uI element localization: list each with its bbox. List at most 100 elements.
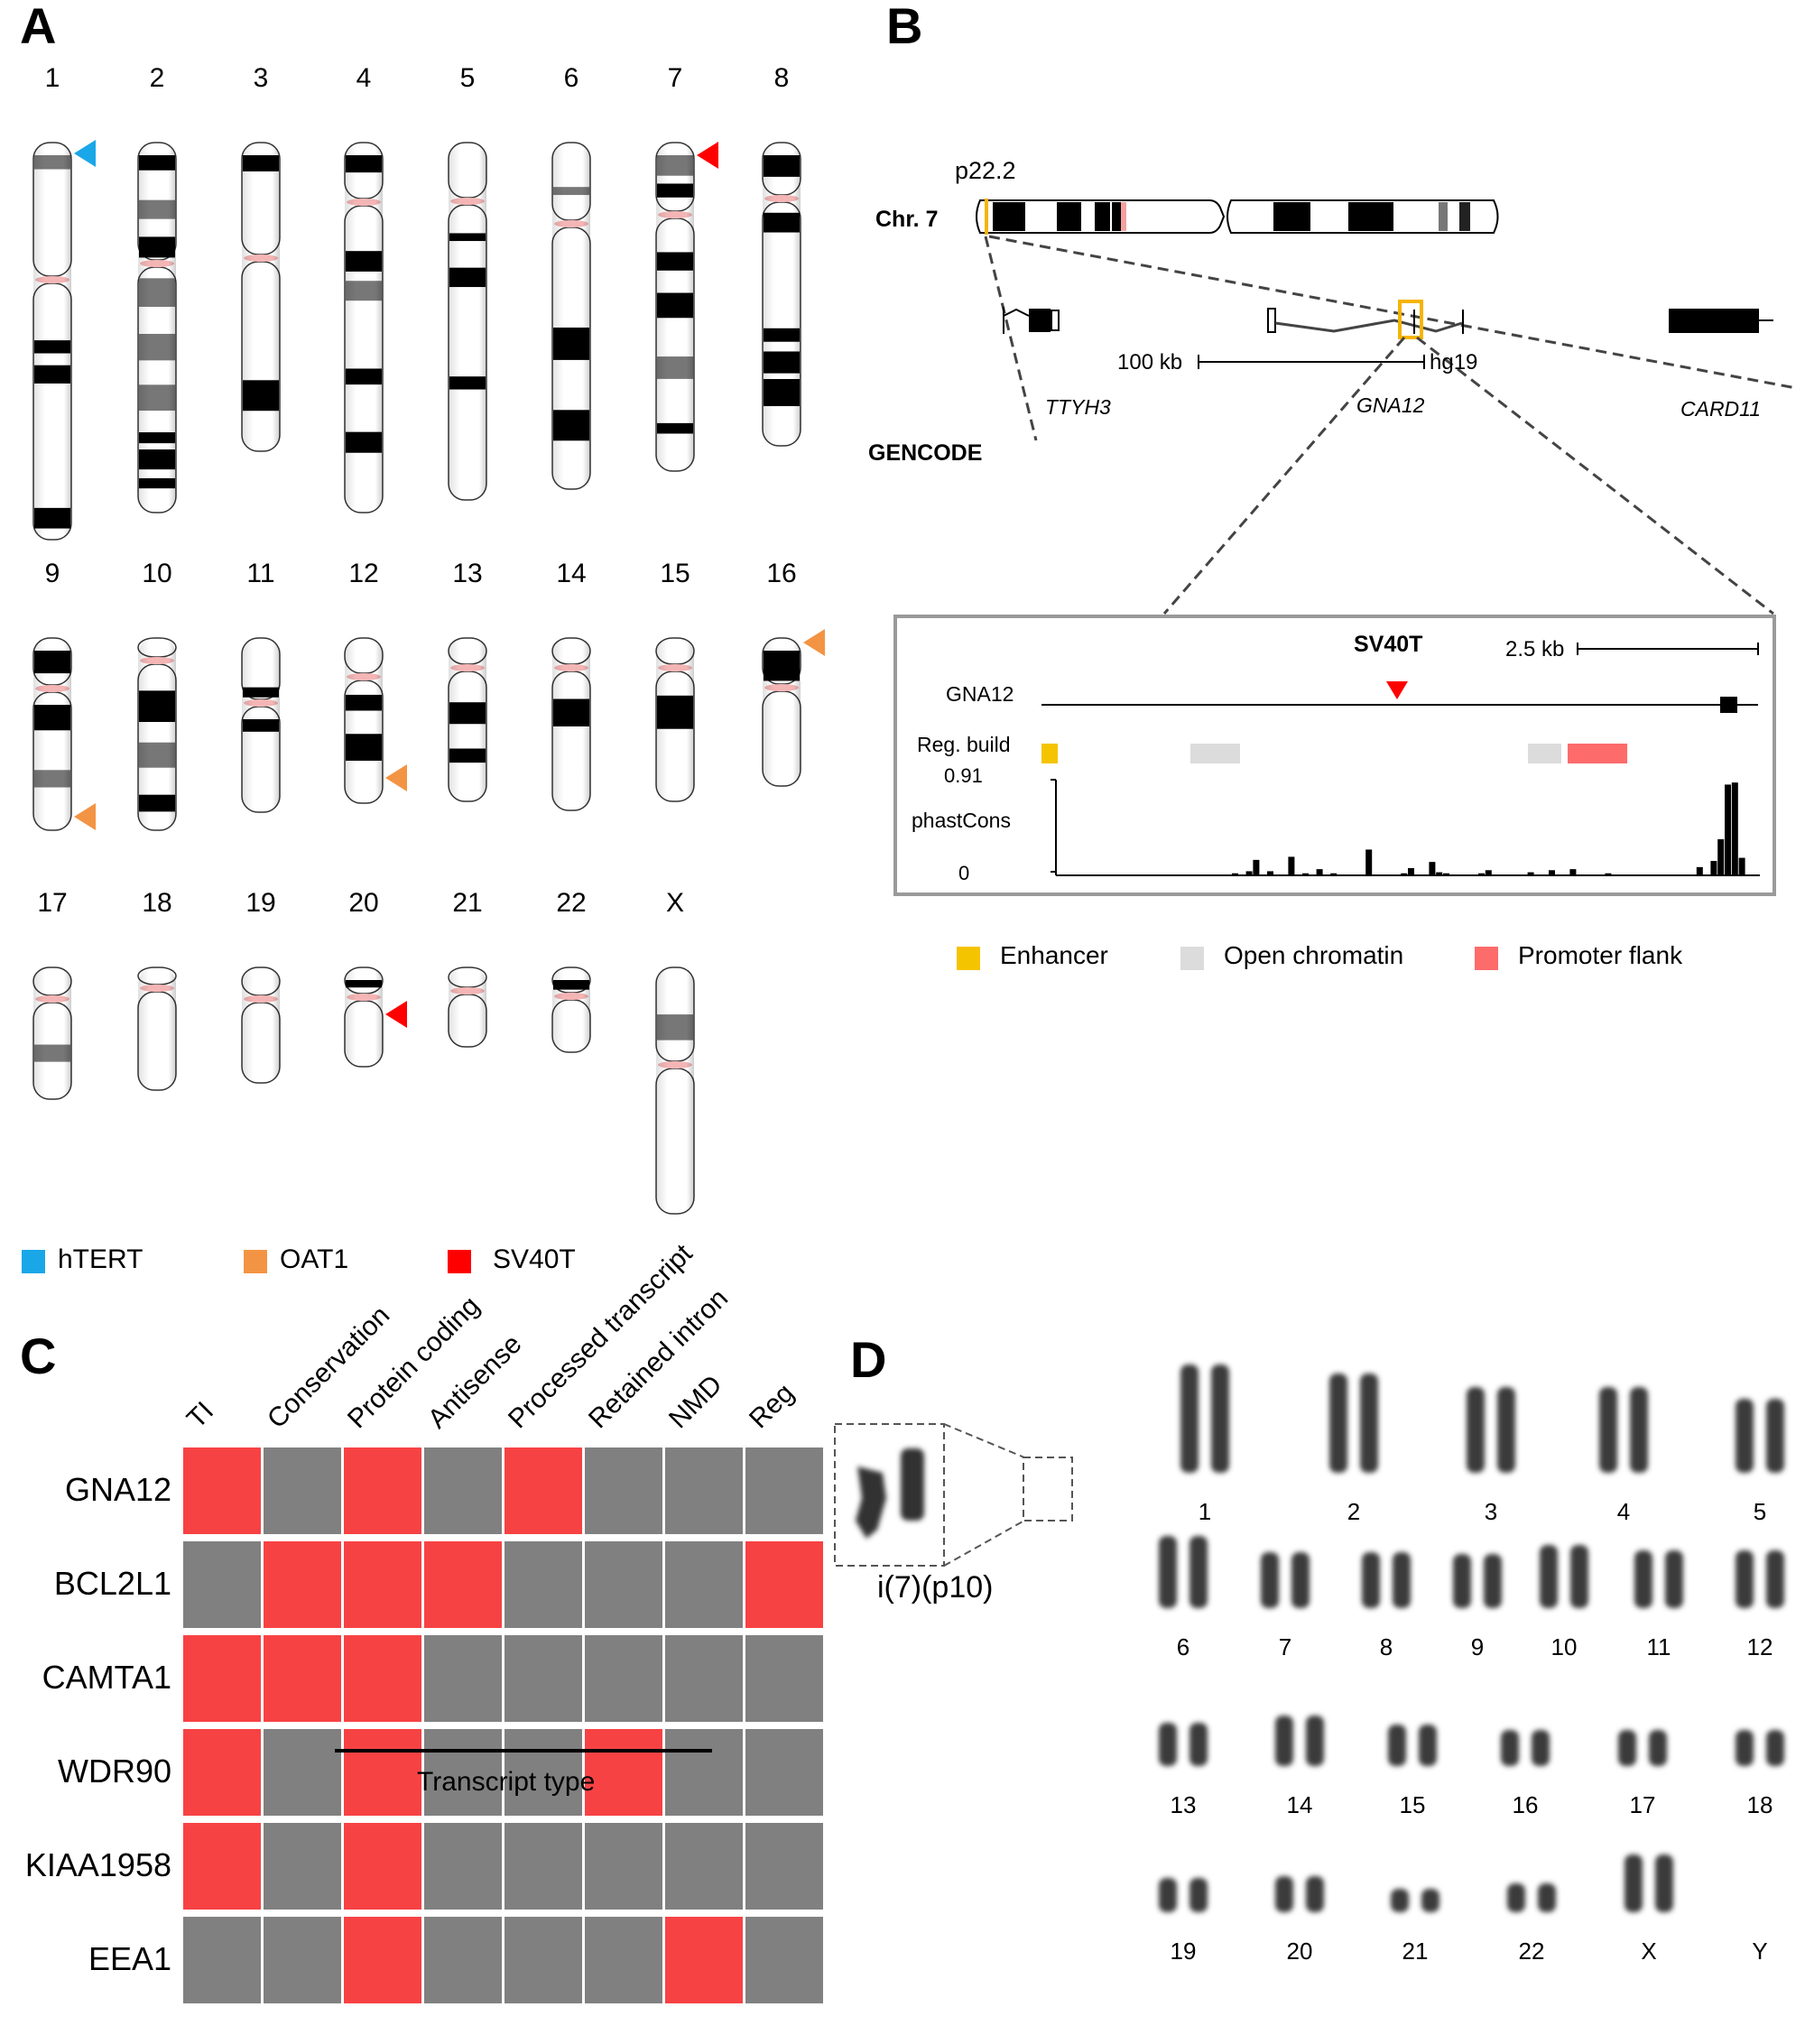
heatmap-cell xyxy=(585,1729,662,1816)
heatmap-cell xyxy=(745,1635,823,1722)
panel-letter-c: C xyxy=(20,1327,57,1384)
marker-oat1-icon xyxy=(74,803,96,830)
chromosome-number-13: 13 xyxy=(452,559,483,588)
phastcons-bar xyxy=(1710,861,1717,875)
track-label-gna12: GNA12 xyxy=(946,682,1014,706)
heatmap-cell xyxy=(745,1823,823,1910)
heatmap-cell xyxy=(424,1541,502,1628)
heatmap-cell xyxy=(504,1541,582,1628)
heatmap-cell xyxy=(264,1823,341,1910)
legend-label-promoter-flank: Promoter flank xyxy=(1518,941,1683,969)
legend-label-enhancer: Enhancer xyxy=(1000,941,1108,969)
panel-letter-d: D xyxy=(850,1331,887,1388)
legend-swatch-htert xyxy=(22,1250,45,1273)
phastcons-bar xyxy=(1365,849,1373,875)
heatmap-cell xyxy=(424,1635,502,1722)
chromosome-7 xyxy=(655,142,695,472)
chromosome-20 xyxy=(344,967,384,1068)
chromosome-number-8: 8 xyxy=(773,63,790,93)
karyotype-chromosome-10 xyxy=(1540,1545,1558,1608)
heatmap-cell xyxy=(264,1541,341,1628)
karyotype-chromosome-X xyxy=(1655,1854,1673,1912)
heatmap-cell xyxy=(183,1447,261,1534)
heatmap-cell xyxy=(665,1635,743,1722)
karyotype-chromosome-11 xyxy=(1665,1550,1683,1608)
chromosome-label: Chr. 7 xyxy=(875,207,939,232)
inset-box xyxy=(893,615,1776,896)
heatmap-cell xyxy=(585,1635,662,1722)
karyotype-chromosome-4 xyxy=(1599,1387,1617,1473)
heatmap-cell xyxy=(504,1823,582,1910)
chromosome-number-4: 4 xyxy=(356,63,372,93)
chromosome-14 xyxy=(551,637,591,811)
karyotype-chromosome-7 xyxy=(1291,1552,1310,1608)
y-axis-max: 0.91 xyxy=(944,764,983,787)
heatmap-cell xyxy=(504,1917,582,2003)
karyotype-label-3: 3 xyxy=(1484,1498,1498,1525)
chromosome-22 xyxy=(551,967,591,1053)
heatmap-cell xyxy=(344,1729,421,1816)
karyotype-chromosome-21 xyxy=(1421,1889,1439,1912)
panel-letter-b: B xyxy=(886,0,923,54)
chromosome-21 xyxy=(448,967,487,1048)
karyotype-chromosome-9 xyxy=(1484,1554,1502,1608)
karyotype-label-15: 15 xyxy=(1399,1791,1426,1818)
scale-bar-2-5kb: 2.5 kb xyxy=(1505,637,1565,661)
heatmap-cell xyxy=(424,1729,502,1816)
chromosome-5 xyxy=(448,142,487,501)
chromosome-number-20: 20 xyxy=(348,888,379,918)
chromosome-number-1: 1 xyxy=(44,63,60,93)
phastcons-bar xyxy=(1253,859,1260,875)
karyotype-chromosome-15 xyxy=(1419,1725,1437,1766)
karyotype-label-19: 19 xyxy=(1170,1938,1197,1965)
karyotype-chromosome-19 xyxy=(1189,1878,1208,1912)
phastcons-bar xyxy=(1605,873,1612,875)
marker-oat1-icon xyxy=(385,764,407,791)
chromosome-number-19: 19 xyxy=(245,888,276,918)
chromosome-number-22: 22 xyxy=(556,888,587,918)
karyotype-label-11: 11 xyxy=(1646,1633,1671,1660)
chromosome-9 xyxy=(32,637,72,831)
chromosome-number-14: 14 xyxy=(556,559,587,588)
chromosome-1 xyxy=(32,142,72,541)
karyotype-chromosome-20 xyxy=(1306,1876,1324,1912)
karyotype-chromosome-7 xyxy=(1261,1552,1279,1608)
ideogram-panel xyxy=(32,140,825,1215)
heatmap-cell xyxy=(665,1447,743,1534)
karyotype-chromosome-11 xyxy=(1634,1550,1652,1608)
karyotype-label-6: 6 xyxy=(1176,1633,1190,1660)
karyotype-label-9: 9 xyxy=(1470,1633,1485,1660)
karyotype-label-Y: Y xyxy=(1752,1938,1768,1965)
phastcons-bar xyxy=(1316,869,1323,875)
karyotype-label-22: 22 xyxy=(1518,1938,1545,1965)
gene-label-card11: CARD11 xyxy=(1680,397,1762,421)
phastcons-bar xyxy=(1738,857,1745,875)
marker-sv40t-icon xyxy=(385,1001,407,1028)
chromosome-number-15: 15 xyxy=(660,559,690,588)
heatmap-cell xyxy=(504,1447,582,1534)
chromosome-17 xyxy=(32,967,72,1100)
karyotype-label-13: 13 xyxy=(1170,1791,1197,1818)
inset-tracks xyxy=(1041,643,1760,876)
phastcons-bar xyxy=(1485,870,1492,875)
karyotype-chromosome-16 xyxy=(1532,1730,1550,1766)
heatmap-cell xyxy=(264,1635,341,1722)
legend-label-oat1: OAT1 xyxy=(280,1244,349,1274)
track-label-reg-build: Reg. build xyxy=(917,733,1011,756)
chromosome-10 xyxy=(137,637,177,831)
heatmap-cell xyxy=(344,1541,421,1628)
assembly-label: hg19 xyxy=(1430,350,1478,375)
band-label: p22.2 xyxy=(955,157,1016,184)
karyotype-label-21: 21 xyxy=(1402,1938,1429,1965)
heatmap-column-label: TI xyxy=(180,1396,220,1435)
karyotype-chromosome-20 xyxy=(1275,1876,1293,1912)
phastcons-bar xyxy=(1696,866,1703,875)
chr7-zoom-diagram xyxy=(976,199,1797,615)
heatmap-cell xyxy=(264,1447,341,1534)
karyotype-label-8: 8 xyxy=(1379,1633,1393,1660)
legend-label-sv40t: SV40T xyxy=(493,1244,576,1274)
heatmap-cell xyxy=(183,1917,261,2003)
karyotype-chromosome-5 xyxy=(1766,1399,1784,1473)
karyotype-chromosome-17 xyxy=(1649,1730,1667,1766)
chromosome-number-16: 16 xyxy=(766,559,797,588)
